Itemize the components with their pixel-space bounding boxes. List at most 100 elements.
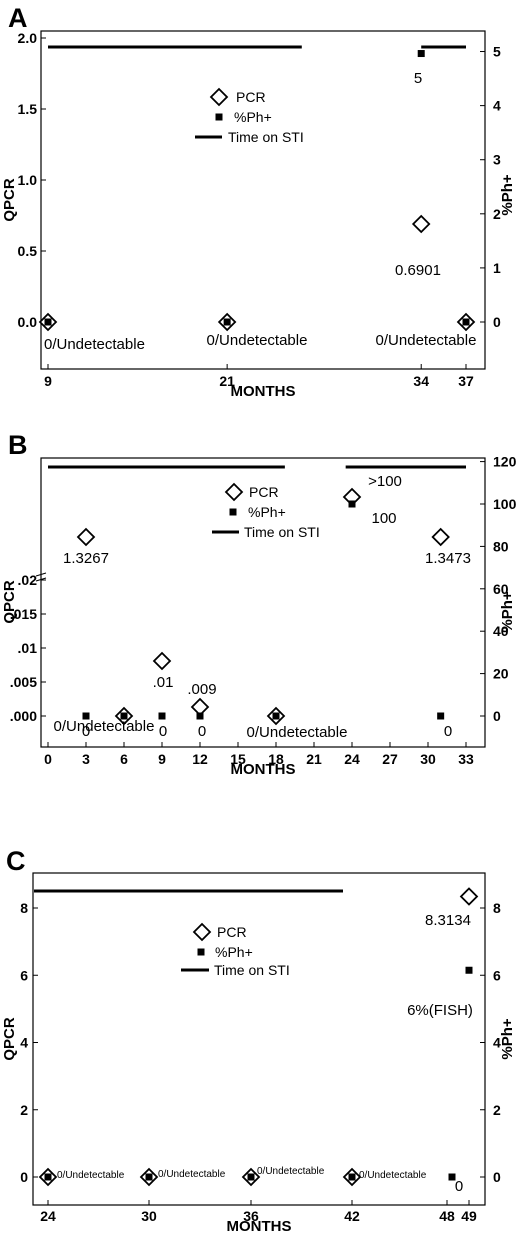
panel-a-y-tick-label: 0.5 xyxy=(18,243,38,259)
panel-b-y-tick-label: .015 xyxy=(10,606,37,622)
panel-b-y2-tick-label: 20 xyxy=(493,666,509,682)
panel-a-annotation: 5 xyxy=(414,70,422,87)
panel-b-legend-pcr-label: PCR xyxy=(249,484,279,500)
panel-b-y-axis-title: QPCR xyxy=(1,580,18,624)
panel-b-x-tick-label: 33 xyxy=(458,751,474,767)
panel-c-x-tick-label: 30 xyxy=(141,1208,157,1224)
panel-a-legend-sti-label: Time on STI xyxy=(228,129,304,145)
panel-b-annotation: 0 xyxy=(82,723,90,740)
panel-a-annotation: 0.6901 xyxy=(395,262,441,279)
panel-a-y-tick-label: 0.0 xyxy=(18,314,38,330)
panel-b-y2-tick-label: 100 xyxy=(493,496,517,512)
panel-b-annotation: 1.3473 xyxy=(425,550,471,567)
panel-b-ph-point xyxy=(158,712,166,720)
panel-a-y2-tick-label: 4 xyxy=(493,98,501,114)
panel-b-annotation: 0/Undetectable xyxy=(247,724,348,741)
panel-c-y2-tick-label: 8 xyxy=(493,900,501,916)
panel-b-x-tick-label: 15 xyxy=(230,751,246,767)
panel-b-y-tick-label: .005 xyxy=(10,674,37,690)
panel-c-pcr-point xyxy=(459,887,479,906)
panel-a-y2-tick-label: 0 xyxy=(493,314,501,330)
panel-a-y2-tick-label: 5 xyxy=(493,44,501,60)
panel-a-x-tick-label: 34 xyxy=(413,373,429,389)
panel-c-x-tick-label: 36 xyxy=(243,1208,259,1224)
panel-c-legend-sti-label: Time on STI xyxy=(214,962,290,978)
panel-c-annotation: 0/Undetectable xyxy=(57,1170,125,1181)
panel-b-x-tick-label: 3 xyxy=(82,751,90,767)
panel-c-annotation: 0/Undetectable xyxy=(158,1169,226,1180)
panel-b-annotation: 100 xyxy=(371,510,396,527)
panel-c-annotation: 0 xyxy=(455,1178,463,1195)
panel-a-x-tick-label: 21 xyxy=(219,373,235,389)
panel-b-y-tick-label: .01 xyxy=(18,640,38,656)
panel-b-annotation: 0 xyxy=(444,723,452,740)
panel-c-ph-point xyxy=(348,1173,356,1181)
panel-c-letter: C xyxy=(6,846,26,876)
panel-a-letter: A xyxy=(8,3,28,33)
panel-c-x-tick-label: 24 xyxy=(40,1208,56,1224)
panel-c-y-tick-label: 2 xyxy=(20,1102,28,1118)
panel-b-x-tick-label: 6 xyxy=(120,751,128,767)
panel-a-y2-axis-title: %Ph+ xyxy=(499,174,516,216)
panel-c-y-tick-label: 6 xyxy=(20,967,28,983)
panel-a-plot-frame xyxy=(40,30,486,370)
panel-c-x-tick-label: 48 xyxy=(439,1208,455,1224)
panel-a-y-tick-label: 1.5 xyxy=(18,101,38,117)
panel-c-legend-pcr-label: PCR xyxy=(217,924,247,940)
panel-b-x-tick-label: 30 xyxy=(420,751,436,767)
panel-b-pcr-point xyxy=(76,527,96,547)
panel-c-ph-point xyxy=(448,1173,456,1181)
panel-c-y-tick-label: 4 xyxy=(20,1035,28,1051)
panel-a-y2-tick-label: 3 xyxy=(493,152,501,168)
panel-b-x-tick-label: 12 xyxy=(192,751,208,767)
panel-b-ph-point xyxy=(120,712,128,720)
panel-c-y-tick-label: 0 xyxy=(20,1169,28,1185)
panel-c-x-axis-title: MONTHS xyxy=(227,1218,292,1235)
panel-b-y2-tick-label: 120 xyxy=(493,454,517,470)
panel-c-ph-point xyxy=(145,1173,153,1181)
panel-a-ph-point xyxy=(462,318,470,326)
panel-b-annotation: 0 xyxy=(198,723,206,740)
panel-c-y2-tick-label: 6 xyxy=(493,967,501,983)
panel-b-legend-ph-symbol xyxy=(229,508,237,516)
panel-c-annotation: 8.3134 xyxy=(425,912,471,929)
panel-a-pcr-point xyxy=(411,214,431,234)
panel-b-y2-tick-label: 40 xyxy=(493,623,509,639)
panel-a-y-tick-label: 1.0 xyxy=(18,172,38,188)
panel-a-legend-pcr-symbol xyxy=(209,87,229,107)
panel-a-y2-tick-label: 1 xyxy=(493,260,501,276)
panel-b-letter: B xyxy=(8,430,28,460)
panel-b-x-tick-label: 21 xyxy=(306,751,322,767)
panel-b-annotation: 0 xyxy=(159,723,167,740)
panel-c-legend-pcr-symbol xyxy=(192,922,212,942)
panel-b-x-tick-label: 24 xyxy=(344,751,360,767)
panel-c-legend-ph-symbol xyxy=(197,948,205,956)
panel-c-y-axis-title: QPCR xyxy=(1,1017,18,1061)
panel-c-annotation: 0/Undetectable xyxy=(257,1166,325,1177)
panel-b-annotation: >100 xyxy=(368,473,402,490)
panel-b-annotation: .009 xyxy=(187,681,216,698)
panel-c-legend-ph-label: %Ph+ xyxy=(215,944,253,960)
panel-b-axis-break-mark xyxy=(35,572,47,577)
panel-b-legend-ph-label: %Ph+ xyxy=(248,504,286,520)
panel-b-y-tick-label: .02 xyxy=(18,572,38,588)
panel-a-legend-ph-symbol xyxy=(215,113,223,121)
panel-a-y-axis-title: QPCR xyxy=(1,178,18,222)
panel-a-legend-ph-label: %Ph+ xyxy=(234,109,272,125)
panel-b-annotation: 0/Undetectable xyxy=(54,718,155,735)
panel-c-annotation: 0/Undetectable xyxy=(359,1170,427,1181)
panel-b-plot-frame xyxy=(40,457,486,748)
panel-b-x-tick-label: 27 xyxy=(382,751,398,767)
panel-b-pcr-point xyxy=(431,527,450,547)
panel-b-x-tick-label: 0 xyxy=(44,751,52,767)
panel-a-annotation: 0/Undetectable xyxy=(376,332,477,349)
panel-b-x-tick-label: 9 xyxy=(158,751,166,767)
panel-c-y-tick-label: 8 xyxy=(20,900,28,916)
panel-b-y2-tick-label: 60 xyxy=(493,581,509,597)
panel-b-legend-pcr-symbol xyxy=(224,482,244,502)
panel-c-ph-point xyxy=(44,1173,52,1181)
panel-c-annotation: 6%(FISH) xyxy=(407,1002,473,1019)
panel-c-x-tick-label: 49 xyxy=(461,1208,477,1224)
panel-c-y2-tick-label: 0 xyxy=(493,1169,501,1185)
